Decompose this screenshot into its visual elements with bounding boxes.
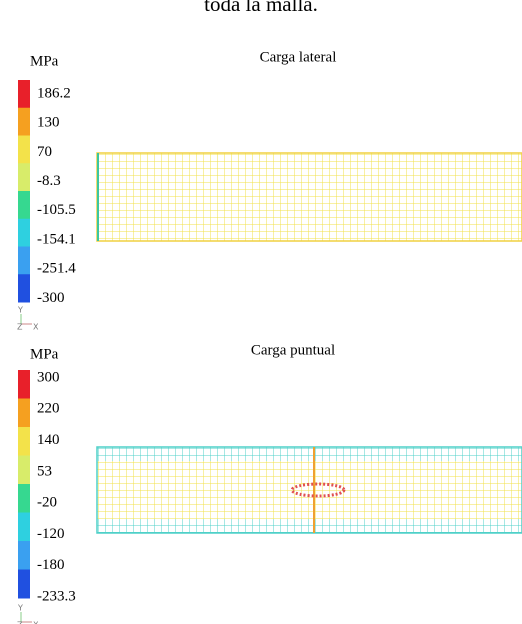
legend-swatch (18, 80, 30, 108)
legend-swatch (18, 399, 30, 428)
legend-swatch (18, 570, 30, 599)
panel-title: Carga lateral (260, 49, 337, 65)
legend-swatch (18, 370, 30, 399)
legend-swatch (18, 219, 30, 247)
legend-swatch (18, 191, 30, 219)
unit-label: MPa (30, 346, 59, 362)
axis-label: X (33, 621, 39, 624)
legend-label: 186.2 (37, 85, 71, 101)
legend-label: 53 (37, 463, 52, 479)
legend-label: 70 (37, 144, 52, 160)
legend-label: -233.3 (37, 589, 76, 605)
legend-label: -180 (37, 557, 65, 573)
legend-label: 130 (37, 115, 60, 131)
legend-label: 140 (37, 432, 60, 448)
legend-label: 300 (37, 369, 60, 385)
legend-label: -251.4 (37, 261, 76, 277)
page: toda la malla. MPa Carga lateral 186.2 130 7… (0, 0, 522, 624)
mesh-lateral (97, 153, 522, 241)
legend-label: -20 (37, 495, 57, 511)
caption: toda la malla. (204, 0, 318, 16)
legend-label: 220 (37, 401, 60, 417)
axis-label: Y (17, 306, 23, 315)
mesh-puntual (97, 447, 522, 533)
unit-label: MPa (30, 53, 59, 69)
legend-swatch (18, 274, 30, 302)
axis-label: Z (17, 323, 23, 332)
legend-swatch (18, 484, 30, 513)
legend-swatch (18, 108, 30, 136)
panels: MPa Carga lateral 186.2 130 70 -8.3 -105.5 -154… (17, 49, 336, 624)
legend-label: -8.3 (37, 173, 61, 189)
legend-swatch (18, 247, 30, 275)
legend-label: -300 (37, 290, 65, 306)
legend-label: -105.5 (37, 202, 76, 218)
axis-label: Z (17, 621, 23, 624)
axis-label: X (33, 323, 39, 332)
legend-swatch (18, 541, 30, 570)
panel-title: Carga puntual (251, 342, 335, 358)
legend-swatch (18, 163, 30, 191)
legend-swatch (18, 427, 30, 456)
legend-label: -154.1 (37, 231, 76, 247)
legend-swatch (18, 456, 30, 485)
legend-swatch (18, 513, 30, 542)
axis-label: Y (17, 604, 23, 613)
legend-swatch (18, 136, 30, 164)
legend-label: -120 (37, 526, 65, 542)
